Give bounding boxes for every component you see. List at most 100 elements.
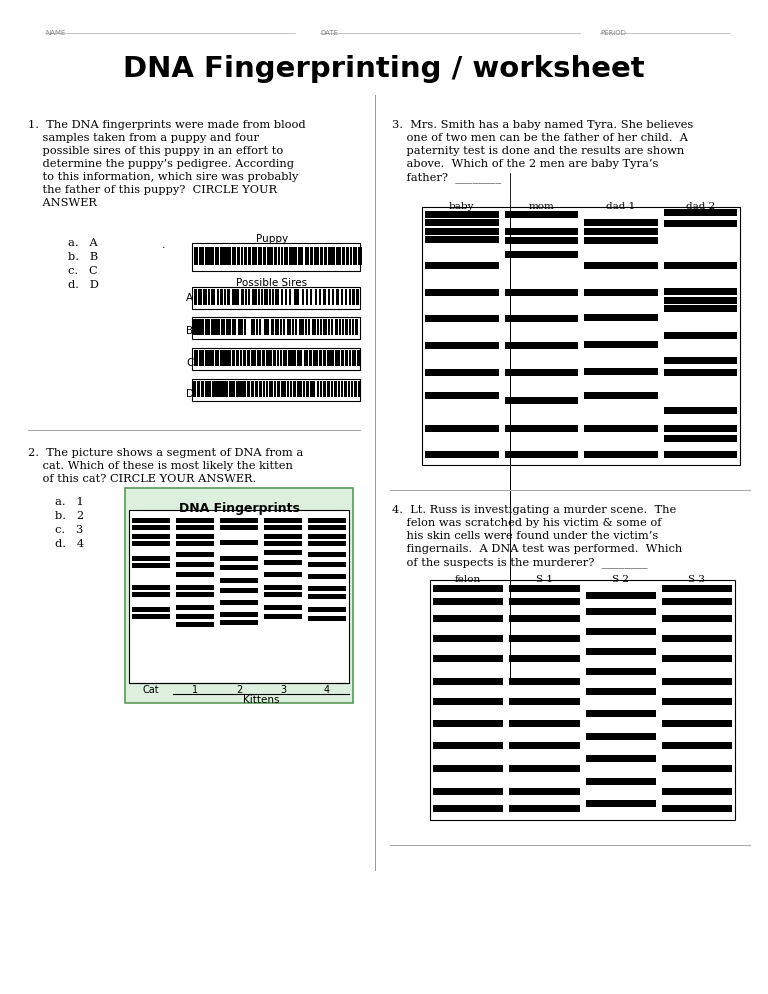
Bar — [324, 247, 327, 265]
Bar — [199, 247, 204, 265]
Bar — [433, 805, 503, 812]
Bar — [308, 616, 346, 621]
Bar — [584, 289, 657, 296]
Bar — [319, 289, 321, 305]
Bar — [284, 381, 286, 397]
Bar — [509, 765, 580, 772]
Bar — [341, 289, 343, 305]
Text: dad 1: dad 1 — [606, 202, 635, 211]
Bar — [505, 342, 578, 349]
Bar — [664, 369, 737, 376]
Bar — [433, 765, 503, 772]
Bar — [266, 350, 272, 366]
Bar — [425, 262, 498, 269]
Bar — [308, 525, 346, 530]
Bar — [505, 315, 578, 322]
Bar — [132, 541, 170, 546]
Bar — [194, 350, 198, 366]
Bar — [585, 688, 656, 695]
Bar — [176, 592, 214, 597]
Bar — [662, 678, 732, 685]
Text: a.   1: a. 1 — [55, 497, 84, 507]
Bar — [339, 319, 341, 335]
Bar — [306, 381, 309, 397]
Bar — [212, 381, 215, 397]
Bar — [245, 289, 247, 305]
Bar — [281, 289, 283, 305]
Bar — [284, 247, 288, 265]
Bar — [425, 315, 498, 322]
Bar — [331, 381, 333, 397]
Bar — [662, 655, 732, 662]
Bar — [509, 805, 580, 812]
Bar — [271, 319, 274, 335]
Bar — [425, 392, 498, 399]
Bar — [215, 350, 219, 366]
Bar — [662, 598, 732, 605]
Bar — [264, 605, 302, 610]
Text: 1.  The DNA fingerprints were made from blood: 1. The DNA fingerprints were made from b… — [28, 120, 306, 130]
Bar — [264, 614, 302, 619]
Text: 4.  Lt. Russ is investigating a murder scene.  The: 4. Lt. Russ is investigating a murder sc… — [392, 505, 677, 515]
Bar — [664, 425, 737, 432]
Text: Possible Sires: Possible Sires — [237, 278, 307, 288]
Bar — [328, 289, 330, 305]
Text: felon was scratched by his victim & some of: felon was scratched by his victim & some… — [392, 518, 661, 528]
Bar — [433, 698, 503, 705]
Text: d.   4: d. 4 — [55, 539, 84, 549]
Text: ANSWER: ANSWER — [28, 198, 97, 208]
Text: above.  Which of the 2 men are baby Tyra’s: above. Which of the 2 men are baby Tyra’… — [392, 159, 658, 169]
Bar — [293, 381, 296, 397]
Bar — [264, 560, 302, 565]
Text: a.   A: a. A — [68, 238, 98, 248]
Bar — [422, 207, 740, 465]
Bar — [274, 247, 277, 265]
Bar — [132, 556, 170, 561]
Bar — [264, 572, 302, 577]
Bar — [226, 319, 231, 335]
Bar — [278, 247, 280, 265]
Bar — [125, 488, 353, 703]
Bar — [220, 565, 258, 570]
Bar — [352, 319, 354, 335]
Bar — [192, 287, 360, 309]
Bar — [243, 350, 246, 366]
Bar — [200, 319, 204, 335]
Bar — [584, 341, 657, 348]
Bar — [358, 381, 361, 397]
Bar — [308, 574, 346, 579]
Bar — [132, 592, 170, 597]
Bar — [220, 540, 258, 545]
Bar — [201, 381, 204, 397]
Bar — [585, 668, 656, 675]
Bar — [664, 220, 737, 227]
Bar — [317, 381, 319, 397]
Bar — [132, 525, 170, 530]
Text: samples taken from a puppy and four: samples taken from a puppy and four — [28, 133, 259, 143]
Bar — [229, 381, 235, 397]
Bar — [272, 289, 274, 305]
Bar — [585, 608, 656, 615]
Bar — [433, 655, 503, 662]
Bar — [304, 350, 308, 366]
Bar — [662, 615, 732, 622]
Bar — [425, 211, 498, 218]
Bar — [308, 518, 346, 523]
Bar — [425, 342, 498, 349]
Bar — [220, 525, 258, 530]
Bar — [584, 392, 657, 399]
Bar — [247, 381, 250, 397]
Text: DNA Fingerprinting / worksheet: DNA Fingerprinting / worksheet — [123, 55, 645, 83]
Bar — [323, 319, 327, 335]
Bar — [664, 297, 737, 304]
Text: S 3: S 3 — [688, 575, 705, 584]
Bar — [314, 247, 319, 265]
Bar — [205, 319, 210, 335]
Bar — [251, 319, 255, 335]
Text: to this information, which sire was probably: to this information, which sire was prob… — [28, 172, 299, 182]
Bar — [275, 289, 279, 305]
Bar — [323, 350, 326, 366]
Bar — [248, 247, 251, 265]
Bar — [176, 605, 214, 610]
Bar — [509, 678, 580, 685]
